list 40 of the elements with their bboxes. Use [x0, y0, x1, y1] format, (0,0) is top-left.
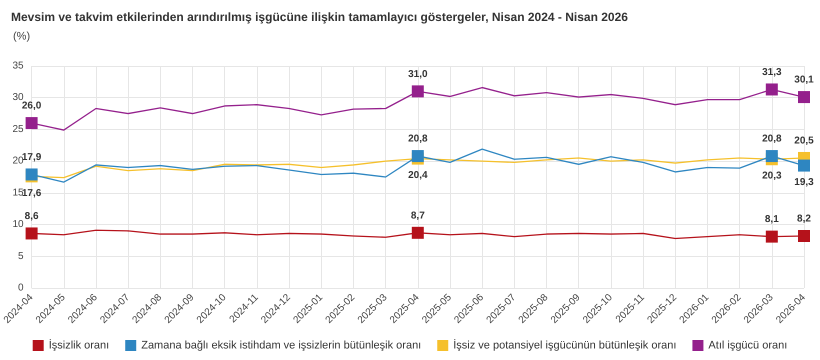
legend-label: İşsiz ve potansiyel işgücünün bütünleşik oranı — [453, 338, 676, 352]
data-label: 31,3 — [762, 66, 782, 78]
data-label: 31,0 — [408, 68, 428, 80]
y-tick-label: 0 — [18, 282, 24, 294]
data-label: 8,7 — [410, 210, 426, 222]
point — [412, 150, 424, 162]
point — [798, 91, 810, 104]
point — [798, 230, 810, 242]
point — [766, 83, 778, 96]
point — [766, 150, 778, 162]
y-tick-label: 5 — [18, 250, 24, 262]
y-tick-label: 10 — [12, 219, 24, 230]
y-axis-title: (%) — [13, 30, 30, 42]
legend-label: Atıl işgücü oranı — [708, 340, 788, 352]
data-label: 17,9 — [22, 152, 42, 163]
y-tick-label: 35 — [12, 60, 24, 72]
data-label: 8,1 — [764, 214, 780, 226]
y-tick-label: 15 — [12, 187, 24, 198]
point — [412, 226, 424, 239]
data-label: 19,3 — [794, 177, 814, 188]
y-tick-label: 20 — [12, 156, 24, 167]
point — [798, 160, 810, 172]
data-label: 20,8 — [408, 134, 428, 145]
data-label: 8,6 — [24, 210, 39, 222]
data-label: 26,0 — [22, 100, 42, 112]
legend-label: İşsizlik oranı — [48, 338, 110, 352]
data-label: 20,8 — [762, 134, 782, 145]
data-label: 8,2 — [797, 213, 812, 224]
data-label: 20,4 — [408, 170, 428, 182]
data-label: 30,1 — [794, 74, 814, 86]
point — [412, 85, 424, 98]
data-label: 20,3 — [762, 170, 782, 182]
chart-title: Mevsim ve takvim etkilerinden arındırılmış işgücüne ilişkin tamamlayıcı göstergeler, Nisan 2024 - Nisan 2026 — [11, 10, 628, 24]
data-label: 20,5 — [794, 135, 814, 146]
point — [26, 227, 38, 240]
point — [766, 230, 778, 243]
data-label: 17,6 — [22, 188, 42, 199]
y-tick-label: 25 — [12, 124, 24, 135]
point — [26, 117, 38, 130]
legend-label: Zamana bağlı eksik istihdam ve işsizlerin bütünleşik oranı — [141, 340, 422, 352]
